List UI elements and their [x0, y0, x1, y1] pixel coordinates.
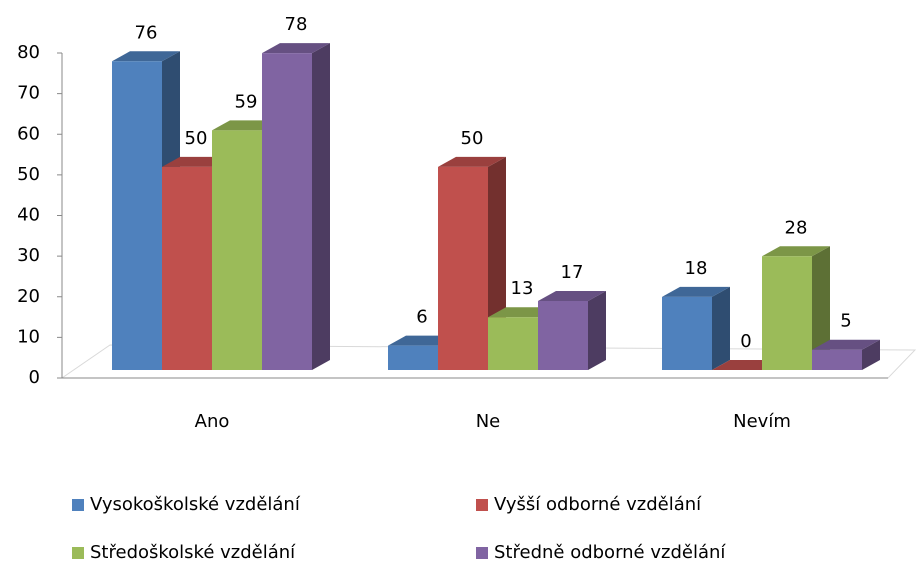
- data-label: 78: [285, 14, 308, 35]
- x-tick-label: Ne: [476, 411, 501, 432]
- bar-front: [388, 345, 438, 370]
- y-tick-label: 0: [29, 367, 40, 388]
- bar-top: [262, 43, 330, 54]
- legend-swatch: [72, 547, 84, 559]
- bar-front: [262, 53, 312, 370]
- bar-side: [862, 339, 880, 370]
- y-tick-label: 20: [17, 286, 40, 307]
- bar-front: [212, 130, 262, 370]
- bar-side: [812, 246, 830, 370]
- data-label: 17: [561, 262, 584, 283]
- bar-front: [162, 166, 212, 370]
- bar-top: [812, 339, 880, 350]
- data-label: 0: [740, 331, 751, 352]
- bar: [262, 43, 330, 370]
- legend-label: Vyšší odborné vzdělání: [494, 494, 702, 515]
- y-tick-label: 50: [17, 164, 40, 185]
- data-label: 5: [840, 311, 851, 332]
- data-label: 50: [461, 128, 484, 149]
- bar: [538, 290, 606, 370]
- bar: [762, 246, 830, 370]
- y-tick-label: 40: [17, 205, 40, 226]
- data-label: 50: [185, 128, 208, 149]
- legend-swatch: [72, 499, 84, 511]
- bar: [662, 286, 730, 370]
- x-tick-label: Ano: [195, 411, 230, 432]
- bar-front: [812, 349, 862, 370]
- y-tick-label: 80: [17, 42, 40, 63]
- bar-top: [762, 246, 830, 257]
- data-label: 28: [785, 217, 808, 238]
- bar-front: [538, 300, 588, 370]
- legend-swatch: [476, 547, 488, 559]
- y-tick-label: 30: [17, 245, 40, 266]
- bar: [812, 339, 880, 370]
- bar-top: [662, 286, 730, 297]
- data-label: 18: [685, 258, 708, 279]
- bar-top: [112, 51, 180, 62]
- legend-swatch: [476, 499, 488, 511]
- legend-label: Vysokoškolské vzdělání: [90, 494, 301, 515]
- legend-label: Středoškolské vzdělání: [90, 542, 296, 563]
- bar-front: [662, 296, 712, 370]
- bar-front: [488, 317, 538, 370]
- data-label: 13: [511, 278, 534, 299]
- legend-label: Středně odborné vzdělání: [494, 542, 726, 563]
- bar-front: [112, 61, 162, 370]
- x-tick-label: Nevím: [733, 411, 791, 432]
- bar-top: [438, 156, 506, 167]
- data-label: 59: [235, 91, 258, 112]
- bar-top: [538, 290, 606, 301]
- bar-front: [438, 166, 488, 370]
- y-tick-label: 10: [17, 326, 40, 347]
- bar-side: [312, 43, 330, 370]
- y-tick-label: 60: [17, 123, 40, 144]
- bar-side: [588, 290, 606, 370]
- bar-side: [712, 286, 730, 370]
- data-label: 76: [135, 22, 158, 43]
- data-label: 6: [416, 307, 427, 328]
- bar-front: [762, 256, 812, 370]
- y-tick-label: 70: [17, 83, 40, 104]
